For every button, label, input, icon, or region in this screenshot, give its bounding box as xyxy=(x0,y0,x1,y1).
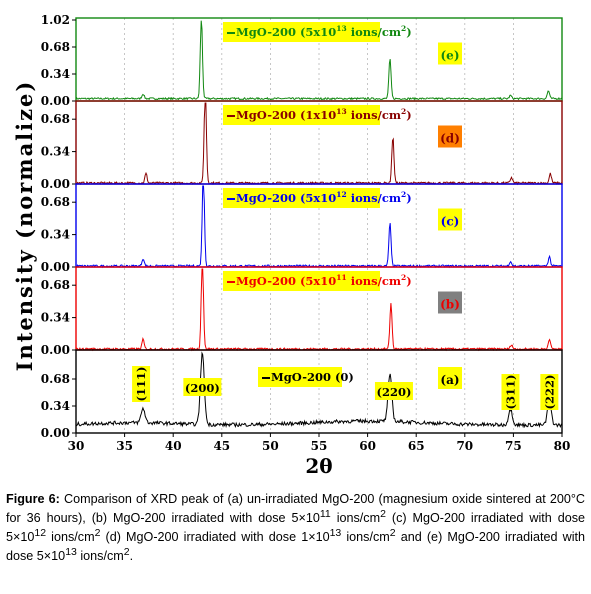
x-tick-label: 45 xyxy=(213,439,230,453)
peak-label-box xyxy=(501,374,520,410)
x-tick-label: 75 xyxy=(505,439,522,453)
caption-sup-8: 2 xyxy=(123,546,130,559)
y-tick-label-e: 0.68 xyxy=(41,40,70,54)
caption-sup-5: 13 xyxy=(329,527,342,540)
y-tick-label-d: 0.34 xyxy=(41,145,70,159)
panel-letter-box-b xyxy=(438,291,462,314)
peak-label-box xyxy=(132,366,151,402)
x-tick-label: 60 xyxy=(359,439,376,453)
y-tick-label-d: 0.68 xyxy=(41,112,70,126)
caption-label: Figure 6: xyxy=(6,492,60,506)
caption-sup-3: 12 xyxy=(34,527,47,540)
panel-letter-d: (d) xyxy=(440,132,460,146)
caption-sup-6: 2 xyxy=(389,527,396,540)
legend-box-c xyxy=(223,188,380,208)
peak-label: (200) xyxy=(185,381,220,395)
peak-label: (111) xyxy=(134,367,148,402)
caption-text-5: (d) MgO-200 irradiated with dose 1×10 xyxy=(100,530,330,545)
caption-sup-1: 11 xyxy=(319,508,331,520)
legend-label-c: MgO-200 (5x1012 ions/cm2) xyxy=(236,190,412,205)
x-tick-label: 40 xyxy=(165,439,182,453)
x-tick-label: 55 xyxy=(311,439,328,453)
x-tick-label: 30 xyxy=(68,439,85,453)
x-axis-title: 2θ xyxy=(305,454,332,478)
y-tick-label-e: 1.02 xyxy=(41,13,70,27)
panel-letter-box-e xyxy=(438,42,462,65)
y-tick-label-a: 0.68 xyxy=(41,372,70,386)
x-tick-label: 70 xyxy=(456,439,473,453)
series-line-c xyxy=(75,185,563,269)
caption-text-7: and (e) MgO-200 irradiated with dose 5×1… xyxy=(6,530,586,564)
panel-letter-box-a xyxy=(438,367,462,389)
y-axis-title: Intensity (normalize) xyxy=(12,80,37,372)
caption-text-1: Comparison of XRD peak of (a) un-irradia… xyxy=(6,492,585,526)
legend-box-d xyxy=(223,105,380,125)
legend-label-e: MgO-200 (5x1013 ions/cm2) xyxy=(236,24,412,39)
y-tick-label-b: 0.00 xyxy=(41,343,70,357)
caption-sup-4: 2 xyxy=(94,527,101,540)
xrd-chart: 0.00 0.34 0.68 1.02 MgO-200 (5x1013 ions/cm2… xyxy=(12,13,571,478)
panel-letter-box-d xyxy=(438,125,462,148)
y-tick-label-a: 0.00 xyxy=(41,426,70,440)
panel-letter-a: (a) xyxy=(440,373,459,387)
legend-label-b: MgO-200 (5x1011 ions/cm2) xyxy=(236,273,412,288)
x-tick-label: 65 xyxy=(408,439,425,453)
x-tick-label: 35 xyxy=(116,439,133,453)
x-tick-label: 80 xyxy=(554,439,571,453)
y-tick-label-a: 0.34 xyxy=(41,399,70,413)
series-line-e xyxy=(75,20,563,101)
panel-letter-b: (b) xyxy=(440,298,460,312)
y-tick-label-c: 0.68 xyxy=(41,195,70,209)
series-line-a xyxy=(75,351,563,429)
y-tick-label-e: 0.00 xyxy=(41,94,70,108)
peak-label-box xyxy=(540,374,559,410)
y-tick-label-b: 0.68 xyxy=(41,278,70,292)
peak-label: (222) xyxy=(542,375,556,410)
x-tick-label: 50 xyxy=(262,439,279,453)
legend-label-a: MgO-200 (0) xyxy=(271,370,354,384)
y-tick-label-e: 0.34 xyxy=(41,67,70,81)
y-tick-label-d: 0.00 xyxy=(41,177,70,191)
y-tick-label-b: 0.34 xyxy=(41,311,70,325)
caption-text-6: ions/cm xyxy=(341,530,390,545)
legend-box-e xyxy=(223,22,380,42)
peak-label-box xyxy=(183,378,222,396)
peak-label-box xyxy=(374,382,413,400)
caption-sup-7: 13 xyxy=(65,546,77,559)
peak-label: (311) xyxy=(503,375,517,410)
legend-box-b xyxy=(223,271,380,291)
legend-box-a xyxy=(258,367,342,387)
panel-letter-c: (c) xyxy=(441,215,460,229)
figure-caption: Figure 6: Comparison of XRD peak of (a) … xyxy=(6,492,585,565)
caption-text-3: (c) MgO-200 irradiated with dose 5×10 xyxy=(6,511,586,545)
peak-label: (220) xyxy=(377,385,412,399)
y-tick-label-c: 0.00 xyxy=(41,260,70,274)
panel-letter-e: (e) xyxy=(441,49,460,63)
panel-letter-box-c xyxy=(438,208,462,231)
caption-text-4: ions/cm xyxy=(46,530,95,545)
y-tick-label-c: 0.34 xyxy=(41,228,70,242)
caption-sup-2: 2 xyxy=(380,508,386,520)
caption-text-8: ions/cm xyxy=(76,549,124,564)
caption-text-2: ions/cm xyxy=(330,511,381,526)
caption-text-9: . xyxy=(129,549,134,564)
legend-label-d: MgO-200 (1x1013 ions/cm2) xyxy=(236,107,412,122)
